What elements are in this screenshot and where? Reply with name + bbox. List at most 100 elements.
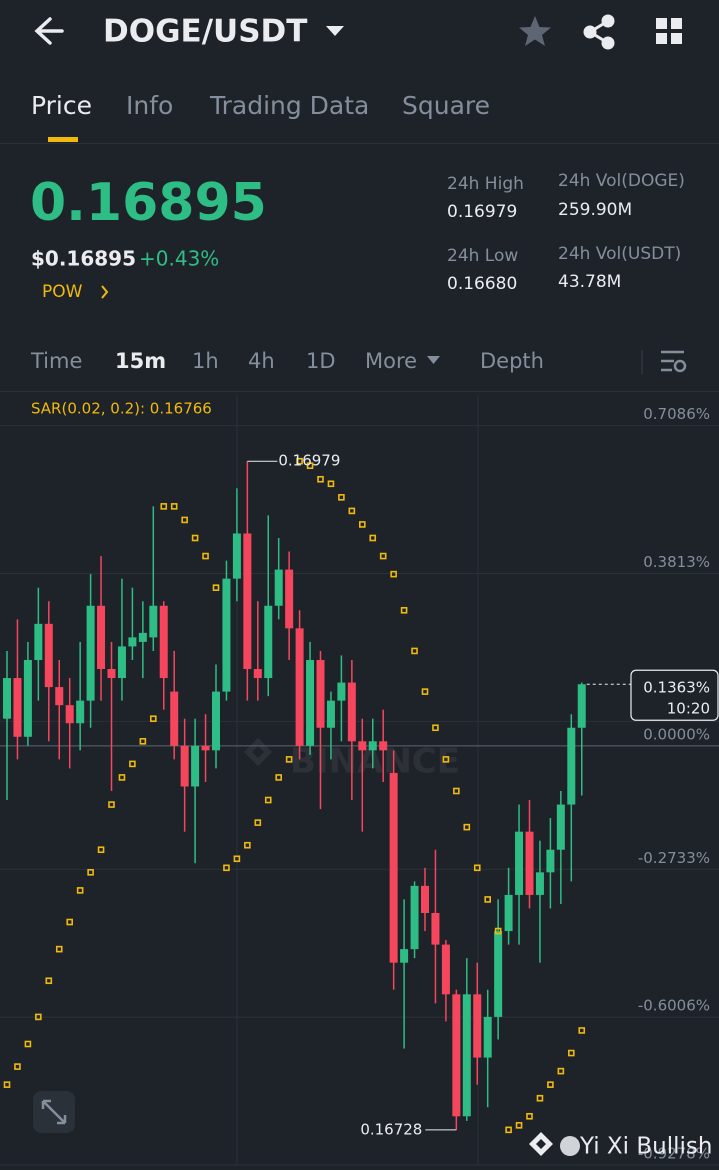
sar-dot [358, 521, 366, 528]
sar-dot [515, 1122, 523, 1129]
author-logo [529, 1132, 580, 1156]
candle-body [86, 605, 95, 701]
sar-dot [578, 1027, 586, 1034]
sar-dot [536, 1094, 544, 1102]
low-label: 0.16728 [360, 1120, 422, 1138]
candle-body [97, 605, 106, 670]
sar-dot [442, 756, 450, 763]
sar-dot [181, 516, 188, 524]
interval[interactable]: 1h [192, 349, 219, 373]
candle-body [76, 700, 85, 724]
candle-body [212, 691, 220, 751]
last-price: 0.16895 [30, 173, 267, 233]
stat-value: 0.16680 [447, 274, 517, 294]
high-label: 0.16979 [278, 452, 340, 470]
interval[interactable]: Time [30, 349, 82, 373]
stat-label: 24h Low [447, 246, 518, 266]
interval[interactable]: More [365, 349, 417, 373]
more-dropdown[interactable] [427, 356, 440, 364]
candle-body [473, 994, 482, 1058]
candle-body [65, 705, 74, 724]
candle-body [431, 912, 440, 945]
candle-body [368, 741, 377, 751]
sar-dot [327, 480, 335, 488]
candle-body [326, 700, 335, 728]
interval-active[interactable]: 15m [115, 349, 166, 373]
tab[interactable]: Info [126, 91, 173, 120]
candle-body [400, 949, 409, 963]
sar-dot [379, 552, 387, 560]
candle-body [358, 741, 367, 751]
sar-dot [66, 918, 73, 926]
sar-dot [139, 738, 147, 745]
candle-body [232, 533, 241, 579]
tab[interactable]: Square [402, 91, 490, 120]
interval[interactable]: 4h [248, 349, 275, 373]
candle-body [201, 745, 210, 751]
sar-dot [421, 688, 429, 695]
candle-body [546, 849, 555, 873]
stat-label: 24h Vol(DOGE) [558, 171, 685, 191]
sar-dot [97, 846, 105, 854]
favorite-star[interactable] [519, 16, 551, 46]
candle-body [494, 931, 503, 1017]
candle-body [285, 569, 294, 629]
candle-body [410, 885, 419, 950]
pair-title[interactable]: DOGE/USDT [103, 14, 307, 50]
candle-body [504, 894, 513, 932]
sar-dot [432, 724, 439, 732]
sar-dot [567, 1049, 575, 1057]
expand-button[interactable] [33, 1091, 75, 1133]
share-button[interactable] [583, 14, 615, 50]
back-button[interactable] [34, 17, 64, 45]
usd-price: $0.16895 [31, 247, 136, 271]
sar-dot [264, 796, 272, 804]
baseline-label: 0.0000% [643, 725, 710, 743]
candle-body [128, 637, 137, 647]
stat-label: 24h Vol(USDT) [558, 244, 681, 264]
tab[interactable]: Trading Data [209, 91, 369, 120]
tag-arrow[interactable] [101, 285, 109, 299]
candle-body [441, 944, 450, 995]
sar-dot [275, 774, 283, 781]
sar-dot [170, 503, 178, 510]
sar-dot [463, 823, 471, 831]
watermark [244, 738, 272, 766]
sar-dot [191, 534, 199, 542]
candle-body [264, 605, 273, 679]
candle-body [117, 646, 126, 679]
candle-body [191, 745, 200, 787]
sar-dot [453, 787, 460, 795]
sar-dot [547, 1081, 554, 1088]
stat-value: 259.90M [558, 200, 632, 220]
candle-body [222, 578, 231, 692]
y-tick-label: 0.3813% [643, 553, 710, 571]
candle-body [243, 533, 252, 670]
candle-body [347, 682, 356, 742]
sar-dot [254, 819, 262, 826]
interval[interactable]: 1D [306, 349, 336, 373]
sar-dot [14, 1063, 21, 1070]
candle-body [306, 659, 315, 746]
candle-body [3, 678, 11, 719]
sar-dot [338, 494, 345, 501]
candle-body [421, 885, 429, 913]
indicator-label: SAR(0.02, 0.2): 0.16766 [31, 400, 212, 418]
interval[interactable]: Depth [480, 349, 544, 373]
pair-dropdown[interactable] [326, 26, 344, 36]
candle-body [34, 623, 43, 660]
sar-dot [494, 927, 502, 935]
candle-body [159, 605, 168, 679]
candle-body [535, 872, 544, 895]
sar-dot [3, 1081, 11, 1088]
layout-button[interactable] [656, 18, 682, 44]
stat-label: 24h High [447, 174, 524, 194]
sar-dot [118, 774, 126, 781]
candle-body [556, 804, 565, 850]
sar-dot [233, 855, 241, 863]
tag-link[interactable]: POW [42, 282, 83, 302]
candle-body [149, 605, 158, 638]
tab-active[interactable]: Price [31, 91, 92, 120]
chart-settings[interactable] [661, 350, 687, 373]
candle-body [23, 659, 32, 737]
